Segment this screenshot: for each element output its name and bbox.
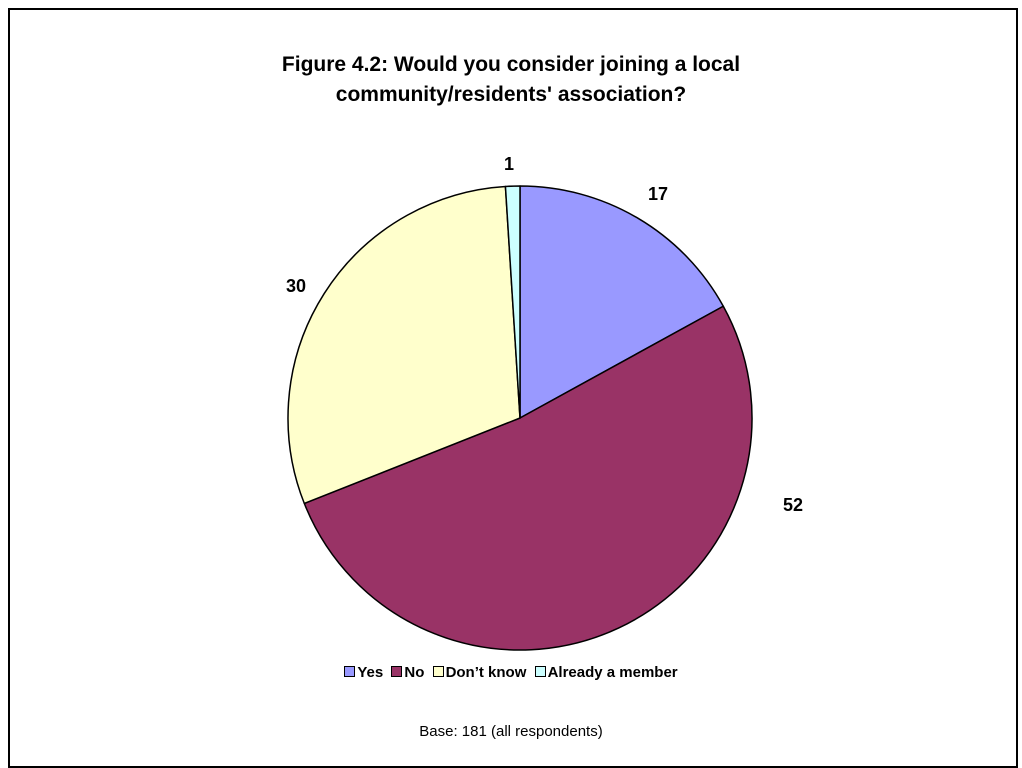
- legend-label-dont-know: Don’t know: [445, 664, 527, 681]
- legend-label-yes: Yes: [357, 664, 384, 681]
- legend-swatch-dont-know: [432, 666, 444, 677]
- pie-slice-yes: [519, 185, 725, 419]
- chart-title-line-2: community/residents' association?: [335, 83, 687, 106]
- chart-title-line-1: Figure 4.2: Would you consider joining a…: [281, 53, 741, 76]
- data-label-already-a-member: 1: [504, 154, 514, 174]
- legend-item-yes: Yes: [344, 664, 383, 681]
- data-label-yes: 17: [648, 184, 668, 204]
- base-note: Base: 181 (all respondents): [419, 723, 603, 740]
- legend-swatch-yes: [344, 666, 356, 677]
- legend-swatch-already-a-member: [534, 666, 546, 677]
- pie-slice-already-a-member: [504, 185, 521, 419]
- legend-item-no: No: [391, 664, 424, 681]
- legend-swatch-no: [391, 666, 403, 677]
- legend-item-dont-know: Don’t know: [432, 664, 527, 681]
- legend-label-already-a-member: Already a member: [547, 664, 678, 681]
- data-label-dont-know: 30: [286, 276, 306, 296]
- legend-item-already-a-member: Already a member: [534, 664, 678, 681]
- legend-label-no: No: [404, 664, 425, 681]
- chart-legend: Yes No Don’t know Already a member: [0, 664, 1022, 681]
- pie-slice-dont-know: [287, 185, 521, 505]
- pie-slice-no: [303, 305, 753, 651]
- chart-title: Figure 4.2: Would you consider joining a…: [0, 50, 1022, 110]
- data-label-no: 52: [783, 495, 803, 515]
